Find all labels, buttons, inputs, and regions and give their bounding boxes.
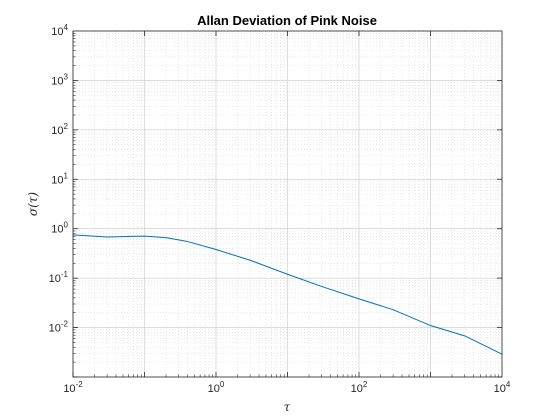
x-tick-label: 100: [208, 380, 225, 395]
y-axis-ticks: 10-2 10-1 100 101 102 103 104: [49, 23, 502, 378]
allan-deviation-line: [72, 234, 503, 355]
x-axis-ticks: 10-2 100 102 104: [63, 31, 511, 395]
x-tick-label: 10-2: [63, 380, 83, 395]
series-layer: [72, 234, 503, 355]
y-tick-label: 102: [51, 122, 68, 137]
chart-title: Allan Deviation of Pink Noise: [197, 13, 377, 28]
y-tick-label: 100: [51, 221, 68, 236]
y-tick-label: 104: [51, 23, 68, 38]
x-tick-label: 104: [494, 380, 511, 395]
y-tick-label: 10-1: [49, 270, 69, 285]
y-axis-label: σ(τ): [26, 192, 40, 217]
x-tick-label: 102: [351, 380, 368, 395]
y-tick-label: 10-2: [49, 320, 69, 335]
y-tick-label: 103: [51, 72, 68, 87]
y-tick-label: 101: [51, 171, 68, 186]
x-axis-label: τ: [284, 400, 291, 414]
